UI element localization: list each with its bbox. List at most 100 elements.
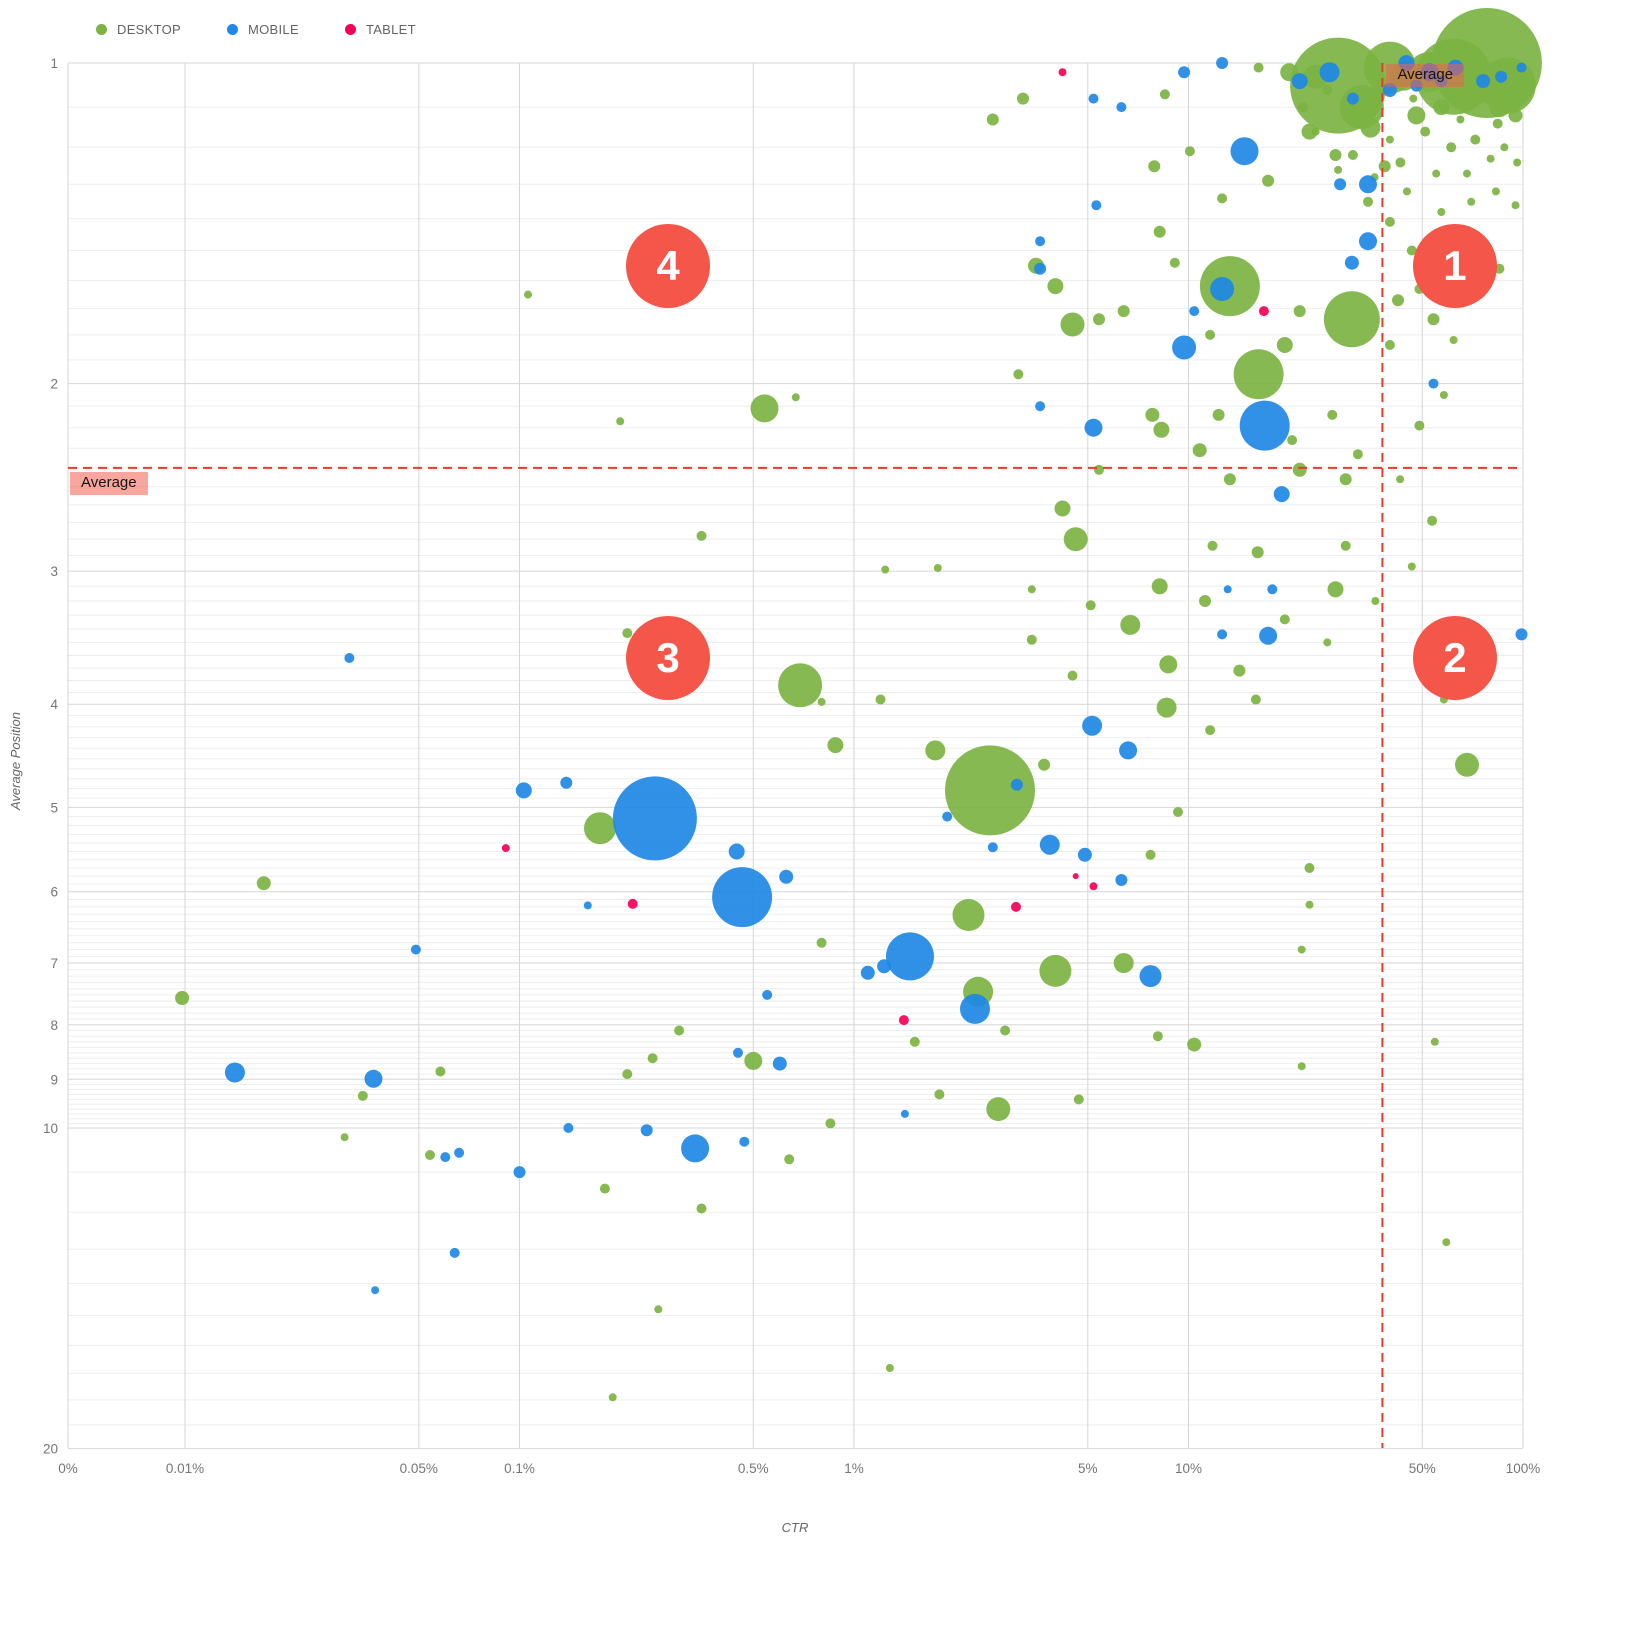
- bubble-desktop[interactable]: [1287, 435, 1298, 446]
- bubble-desktop[interactable]: [1432, 169, 1441, 178]
- bubble-desktop[interactable]: [1205, 329, 1216, 340]
- bubble-mobile[interactable]: [1516, 62, 1527, 73]
- bubble-mobile[interactable]: [772, 1056, 787, 1071]
- bubble-desktop[interactable]: [1517, 86, 1526, 94]
- bubble-desktop[interactable]: [945, 745, 1035, 836]
- bubble-desktop[interactable]: [1491, 187, 1500, 196]
- bubble-desktop[interactable]: [175, 991, 190, 1005]
- bubble-desktop[interactable]: [1305, 900, 1314, 909]
- bubble-desktop[interactable]: [1038, 758, 1051, 771]
- bubble-mobile[interactable]: [224, 1062, 245, 1083]
- bubble-desktop[interactable]: [1156, 697, 1177, 718]
- bubble-mobile[interactable]: [1359, 232, 1377, 251]
- bubble-desktop[interactable]: [608, 1393, 617, 1402]
- bubble-desktop[interactable]: [1151, 578, 1168, 595]
- bubble-desktop[interactable]: [825, 1118, 836, 1129]
- bubble-desktop[interactable]: [885, 1364, 894, 1372]
- bubble-desktop[interactable]: [1293, 305, 1306, 318]
- bubble-desktop[interactable]: [1173, 807, 1183, 817]
- bubble-mobile[interactable]: [612, 776, 697, 861]
- bubble-mobile[interactable]: [1084, 418, 1103, 437]
- bubble-mobile[interactable]: [1346, 92, 1359, 105]
- bubble-desktop[interactable]: [524, 290, 532, 299]
- bubble-desktop[interactable]: [827, 737, 844, 754]
- bubble-desktop[interactable]: [1250, 694, 1261, 705]
- bubble-desktop[interactable]: [1433, 99, 1450, 116]
- bubble-desktop[interactable]: [1322, 85, 1333, 95]
- bubble-desktop[interactable]: [1217, 193, 1228, 204]
- bubble-tablet[interactable]: [1089, 882, 1098, 891]
- bubble-mobile[interactable]: [513, 1166, 526, 1179]
- bubble-desktop[interactable]: [1153, 225, 1166, 238]
- bubble-desktop[interactable]: [616, 417, 625, 426]
- bubble-desktop[interactable]: [1449, 336, 1458, 344]
- bubble-desktop[interactable]: [1117, 305, 1130, 318]
- bubble-mobile[interactable]: [1273, 486, 1290, 503]
- bubble-desktop[interactable]: [1439, 86, 1448, 94]
- bubble-desktop[interactable]: [1414, 420, 1425, 431]
- bubble-desktop[interactable]: [952, 899, 985, 931]
- bubble-mobile[interactable]: [1267, 584, 1278, 595]
- bubble-desktop[interactable]: [696, 530, 707, 541]
- bubble-mobile[interactable]: [440, 1152, 451, 1163]
- bubble-mobile[interactable]: [1216, 57, 1229, 69]
- bubble-desktop[interactable]: [1233, 664, 1246, 677]
- bubble-desktop[interactable]: [1323, 291, 1380, 348]
- bubble-desktop[interactable]: [1489, 97, 1510, 118]
- bubble-mobile[interactable]: [1035, 401, 1046, 412]
- bubble-desktop[interactable]: [1013, 369, 1024, 380]
- bubble-mobile[interactable]: [454, 1147, 465, 1158]
- bubble-desktop[interactable]: [1437, 208, 1446, 216]
- bubble-mobile[interactable]: [1115, 874, 1128, 886]
- bubble-desktop[interactable]: [1199, 595, 1211, 607]
- bubble-desktop[interactable]: [1073, 1094, 1084, 1105]
- bubble-desktop[interactable]: [1492, 118, 1503, 129]
- bubble-mobile[interactable]: [1334, 178, 1347, 191]
- bubble-mobile[interactable]: [779, 869, 794, 884]
- bubble-desktop[interactable]: [425, 1150, 435, 1160]
- bubble-desktop[interactable]: [1169, 257, 1180, 268]
- bubble-desktop[interactable]: [1463, 169, 1471, 178]
- bubble-desktop[interactable]: [1212, 408, 1225, 421]
- bubble-mobile[interactable]: [1172, 335, 1197, 360]
- bubble-desktop[interactable]: [1251, 546, 1264, 559]
- bubble-desktop[interactable]: [674, 1025, 685, 1036]
- bubble-desktop[interactable]: [875, 694, 886, 705]
- bubble-desktop[interactable]: [1378, 160, 1391, 173]
- bubble-mobile[interactable]: [960, 993, 990, 1024]
- bubble-desktop[interactable]: [1093, 313, 1105, 326]
- bubble-desktop[interactable]: [1385, 135, 1394, 144]
- bubble-desktop[interactable]: [1339, 473, 1352, 486]
- bubble-desktop[interactable]: [1334, 165, 1343, 174]
- bubble-mobile[interactable]: [1291, 73, 1308, 90]
- bubble-mobile[interactable]: [1476, 74, 1491, 89]
- bubble-desktop[interactable]: [1329, 149, 1342, 161]
- bubble-desktop[interactable]: [1363, 196, 1373, 207]
- bubble-desktop[interactable]: [1063, 527, 1088, 552]
- bubble-desktop[interactable]: [1458, 89, 1476, 108]
- bubble-desktop[interactable]: [1067, 670, 1078, 681]
- bubble-desktop[interactable]: [1340, 540, 1351, 551]
- bubble-desktop[interactable]: [1279, 614, 1290, 625]
- bubble-desktop[interactable]: [1145, 849, 1156, 860]
- bubble-desktop[interactable]: [1113, 953, 1134, 973]
- bubble-mobile[interactable]: [1034, 262, 1047, 275]
- bubble-desktop[interactable]: [1323, 638, 1332, 647]
- bubble-mobile[interactable]: [987, 842, 998, 853]
- bubble-desktop[interactable]: [784, 1154, 795, 1165]
- bubble-tablet[interactable]: [501, 844, 510, 853]
- bubble-desktop[interactable]: [1407, 106, 1426, 125]
- bubble-desktop[interactable]: [1297, 945, 1306, 954]
- bubble-mobile[interactable]: [563, 1123, 574, 1133]
- bubble-tablet[interactable]: [627, 898, 638, 909]
- bubble-desktop[interactable]: [1301, 123, 1318, 140]
- bubble-mobile[interactable]: [1495, 70, 1508, 83]
- bubble-desktop[interactable]: [1479, 94, 1488, 103]
- bubble-desktop[interactable]: [1420, 126, 1431, 137]
- bubble-mobile[interactable]: [1359, 175, 1377, 194]
- bubble-desktop[interactable]: [1017, 92, 1029, 105]
- bubble-desktop[interactable]: [1298, 102, 1308, 113]
- bubble-desktop[interactable]: [1253, 62, 1264, 73]
- bubble-mobile[interactable]: [1039, 834, 1060, 855]
- bubble-mobile[interactable]: [583, 901, 592, 910]
